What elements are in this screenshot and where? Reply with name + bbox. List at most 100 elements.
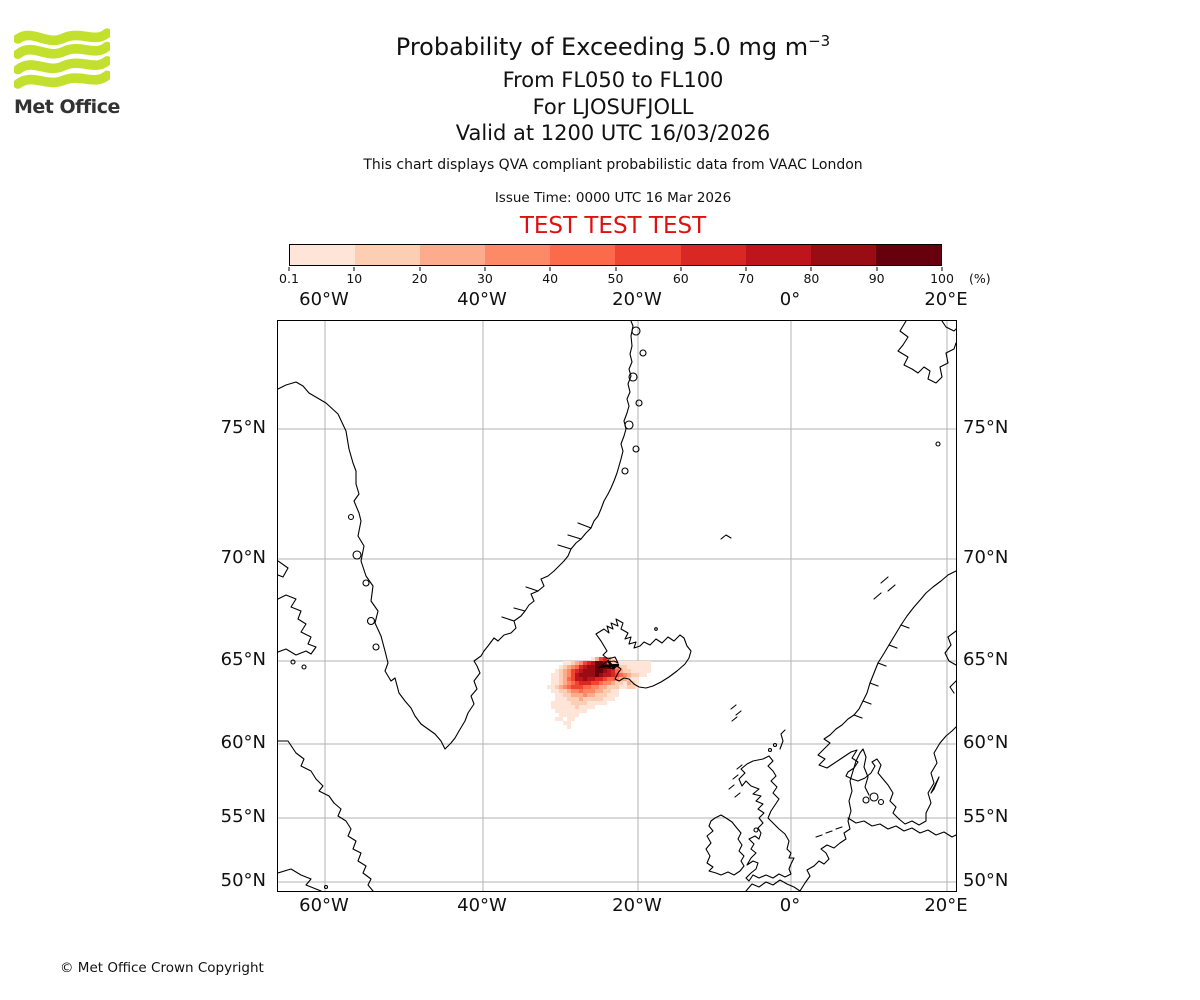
ash-probability-cell: [555, 685, 559, 689]
ash-probability-cell: [603, 701, 607, 705]
colorbar-tick: [549, 267, 551, 271]
ash-probability-cell: [611, 657, 615, 661]
ash-probability-cell: [567, 669, 571, 673]
colorbar-segment-4: [485, 245, 551, 265]
ash-probability-cell: [559, 693, 563, 697]
ash-probability-cell: [583, 689, 587, 693]
coastline-map: [278, 321, 956, 891]
ash-probability-cell: [603, 669, 607, 673]
colorbar-tick-label: 80: [803, 271, 820, 286]
ash-probability-cell: [567, 697, 571, 701]
ash-probability-cell: [575, 661, 579, 665]
ash-probability-cell: [567, 685, 571, 689]
ash-probability-cell: [603, 657, 607, 661]
ash-probability-cell: [567, 717, 571, 721]
ash-probability-cell: [615, 669, 619, 673]
longitude-label: 0°: [779, 289, 801, 310]
colorbar-tick-label: 0.1: [279, 271, 299, 286]
colorbar-tick: [615, 267, 616, 271]
ash-probability-cell: [619, 669, 623, 673]
ash-probability-cell: [567, 725, 571, 729]
coast-baffin-labrador: [278, 560, 374, 891]
longitude-label: 40°W: [457, 289, 507, 310]
ash-probability-cell: [615, 677, 619, 681]
axis-latitude-right: 75°N 70°N 65°N 60°N 55°N 50°N: [961, 320, 1023, 891]
ash-probability-cell: [623, 665, 627, 669]
ash-probability-cell: [583, 705, 587, 709]
axis-longitude-bottom: 60°W 40°W 20°W 0° 20°E: [277, 895, 967, 917]
ash-probability-cell: [563, 701, 567, 705]
colorbar-tick-label: 50: [607, 271, 624, 286]
latitude-label: 55°N: [963, 806, 1009, 827]
longitude-label: 40°W: [457, 895, 507, 916]
ash-probability-cell: [587, 665, 591, 669]
ash-probability-cell: [591, 697, 595, 701]
ash-probability-cell: [575, 709, 579, 713]
ash-probability-cell: [583, 661, 587, 665]
title-block: Probability of Exceeding 5.0 mg m−3 From…: [13, 27, 1200, 147]
latitude-label: 70°N: [220, 547, 266, 568]
ash-probability-cell: [627, 681, 631, 685]
colorbar-tick-label: 30: [476, 271, 493, 286]
ash-probability-cell: [647, 669, 651, 673]
colorbar-tick-label: 20: [411, 271, 428, 286]
ash-probability-cell: [571, 669, 575, 673]
ash-probability-cell: [599, 701, 603, 705]
ash-probability-cell: [635, 665, 639, 669]
ash-probability-cell: [583, 701, 587, 705]
ash-probability-cell: [599, 681, 603, 685]
ash-probability-cell: [571, 685, 575, 689]
ash-probability-cell: [599, 685, 603, 689]
ash-probability-cell: [579, 705, 583, 709]
ash-probability-cell: [575, 701, 579, 705]
ash-probability-cell: [595, 697, 599, 701]
ash-probability-cell: [607, 681, 611, 685]
ash-probability-cell: [603, 673, 607, 677]
ash-probability-cell: [579, 681, 583, 685]
ash-probability-cell: [567, 661, 571, 665]
ash-probability-cell: [587, 685, 591, 689]
ash-probability-cell: [611, 677, 615, 681]
ash-probability-cell: [587, 681, 591, 685]
ash-probability-cell: [579, 677, 583, 681]
ash-probability-cell: [591, 665, 595, 669]
latitude-label: 55°N: [220, 806, 266, 827]
ash-probability-cell: [611, 685, 615, 689]
colorbar-tick: [288, 267, 290, 271]
ash-probability-cell: [575, 669, 579, 673]
ash-probability-cell: [575, 665, 579, 669]
ash-probability-cell: [611, 681, 615, 685]
qva-note: This chart displays QVA compliant probab…: [363, 157, 863, 173]
ash-probability-cell: [595, 669, 599, 673]
ash-probability-cell: [595, 665, 599, 669]
ash-probability-cell: [587, 693, 591, 697]
ash-probability-cell: [567, 689, 571, 693]
ash-probability-cell: [559, 669, 563, 673]
ash-probability-cell: [567, 681, 571, 685]
ash-probability-cell: [563, 713, 567, 717]
colorbar-tick-label: 70: [738, 271, 755, 286]
page-title: Probability of Exceeding 5.0 mg m−3: [395, 32, 831, 61]
map-plot-area: [277, 320, 957, 892]
ash-probability-cell: [591, 661, 595, 665]
ash-probability-cell: [615, 689, 619, 693]
ash-probability-cell: [591, 681, 595, 685]
title-exponent: −3: [808, 32, 831, 50]
ash-probability-cell: [579, 709, 583, 713]
ash-probability-cell: [587, 677, 591, 681]
ash-probability-cell: [619, 673, 623, 677]
ash-probability-cell: [595, 693, 599, 697]
volcano-area-mark: [602, 659, 620, 670]
ash-probability-cell: [627, 685, 631, 689]
ash-probability-cell: [559, 673, 563, 677]
ash-probability-cell: [559, 717, 563, 721]
ash-probability-cell: [567, 693, 571, 697]
longitude-label: 60°W: [299, 895, 349, 916]
colorbar-segment-9: [810, 245, 876, 265]
colorbar-segment-3: [420, 245, 486, 265]
ash-probability-cell: [611, 689, 615, 693]
ash-probability-cell: [611, 697, 615, 701]
latitude-label: 75°N: [220, 417, 266, 438]
ash-probability-cell: [575, 697, 579, 701]
ash-probability-cell: [595, 689, 599, 693]
